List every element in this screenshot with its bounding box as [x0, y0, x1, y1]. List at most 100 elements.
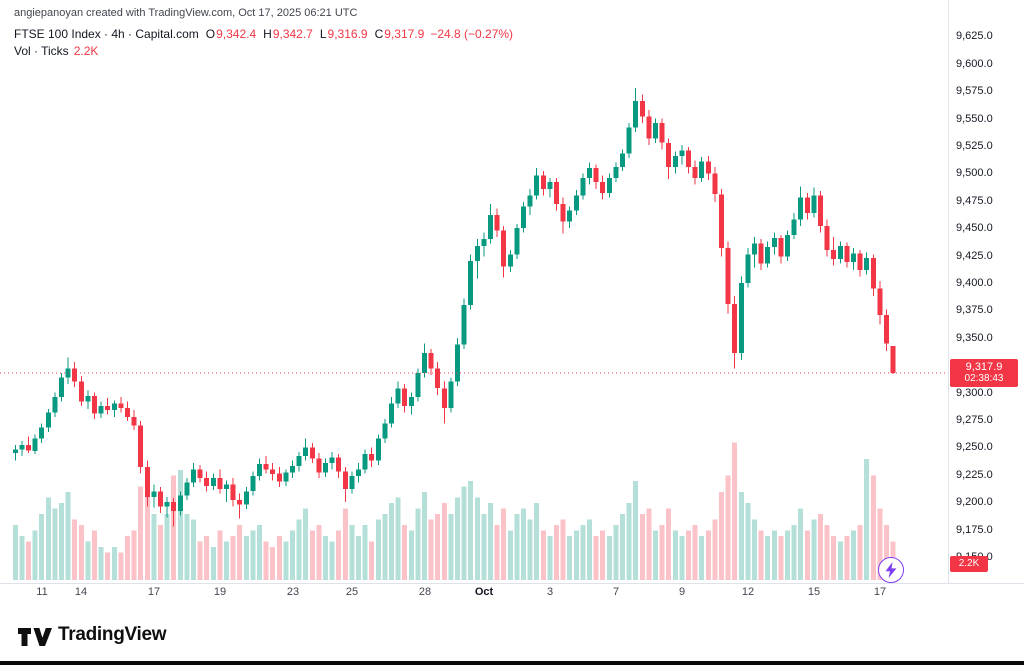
volume-bar — [276, 536, 282, 580]
candle-body — [217, 478, 223, 490]
close-value: 9,317.9 — [384, 27, 425, 41]
candle-body — [237, 500, 243, 505]
candle-body — [356, 469, 361, 476]
price-axis[interactable]: 9,625.0 9,600.0 9,575.0 9,550.0 9,525.0 9,500… — [952, 0, 1022, 583]
volume-bar — [382, 514, 388, 580]
candle-body — [118, 403, 124, 408]
price-axis-label: 9,500.0 — [956, 167, 993, 179]
volume-bar — [369, 541, 375, 580]
volume-bar — [488, 503, 493, 580]
price-axis-label: 9,575.0 — [956, 85, 993, 97]
candle-body — [534, 175, 540, 196]
time-axis-label: 9 — [678, 586, 686, 598]
price-axis-label: 9,425.0 — [956, 250, 993, 262]
candle-body — [26, 445, 31, 451]
candle-body — [646, 116, 652, 139]
volume-bar — [455, 497, 460, 580]
candle-body — [276, 473, 282, 482]
candle-body — [290, 466, 295, 473]
volume-bar — [573, 530, 579, 580]
candle-body — [890, 346, 896, 374]
bottom-border-strip — [0, 661, 1024, 665]
volume-bar — [547, 536, 553, 580]
volume-bar — [646, 508, 652, 580]
candle-body — [613, 166, 619, 178]
volume-bar — [844, 536, 850, 580]
price-axis-label: 9,550.0 — [956, 113, 993, 125]
price-axis-label: 9,175.0 — [956, 524, 993, 536]
time-axis[interactable]: 11 14 17 19 23 25 28 Oct 3 7 9 12 15 17 — [0, 586, 948, 602]
candle-body — [633, 101, 639, 128]
candle-body — [686, 150, 691, 167]
volume-bar — [415, 508, 421, 580]
volume-bar — [283, 541, 289, 580]
candle-body — [59, 377, 64, 397]
time-axis-label: 25 — [345, 586, 359, 598]
candle-body — [455, 344, 460, 382]
volume-bar — [435, 514, 441, 580]
volume-bar — [811, 519, 817, 580]
volume-bar — [263, 541, 269, 580]
volume-bar — [791, 525, 797, 580]
candle-body — [270, 469, 276, 474]
candle-body — [402, 388, 408, 406]
volume-bar — [59, 503, 64, 580]
volume-bar — [831, 536, 837, 580]
candle-body — [791, 219, 797, 235]
tradingview-logo-icon[interactable] — [18, 624, 52, 650]
candle-body — [732, 303, 738, 354]
candle-body — [461, 305, 467, 345]
candle-body — [52, 397, 58, 413]
candle-body — [389, 403, 394, 424]
candle-body — [177, 495, 183, 511]
volume-indicator-label[interactable]: Vol · Ticks — [14, 44, 69, 58]
candle-body — [441, 388, 447, 408]
volume-bar — [527, 519, 533, 580]
volume-bar — [237, 525, 243, 580]
open-label: O — [205, 27, 216, 41]
last-price-badge: 9,317.9 02:38:43 — [950, 359, 1018, 387]
candle-body — [468, 261, 474, 305]
time-axis-label: Oct — [474, 586, 494, 598]
candle-body — [507, 254, 513, 267]
price-axis-label: 9,375.0 — [956, 304, 993, 316]
volume-bar — [732, 442, 738, 580]
candle-body — [428, 353, 434, 369]
symbol-title[interactable]: FTSE 100 Index · 4h · Capital.com — [14, 27, 199, 41]
candle-body — [752, 243, 757, 255]
instant-trading-button[interactable] — [878, 557, 904, 583]
volume-bar — [540, 530, 546, 580]
time-axis-label: 14 — [74, 586, 88, 598]
candle-body — [844, 245, 850, 263]
candle-body — [884, 314, 889, 344]
volume-bar — [600, 530, 606, 580]
volume-bar — [45, 497, 51, 580]
time-axis-label: 23 — [286, 586, 300, 598]
candle-body — [283, 472, 289, 482]
candle-body — [39, 427, 45, 439]
volume-bar — [39, 514, 45, 580]
bar-countdown: 02:38:43 — [964, 373, 1004, 384]
candle-body — [785, 234, 790, 257]
tradingview-wordmark[interactable]: TradingView — [58, 624, 167, 645]
price-axis-separator — [948, 0, 949, 583]
candle-body — [692, 166, 698, 178]
candle-body — [131, 416, 137, 426]
candle-body — [138, 425, 144, 468]
volume-bar — [699, 536, 705, 580]
price-axis-label: 9,525.0 — [956, 140, 993, 152]
time-axis-label: 28 — [418, 586, 432, 598]
candle-body — [877, 288, 883, 315]
volume-bar — [257, 525, 262, 580]
volume-bar — [560, 519, 566, 580]
candle-body — [804, 197, 810, 213]
candle-body — [164, 502, 170, 507]
volume-bar — [356, 536, 361, 580]
volume-bar — [738, 492, 744, 580]
volume-bar — [290, 530, 295, 580]
candle-body — [125, 408, 130, 417]
volume-bar — [870, 475, 876, 580]
high-label: H — [263, 27, 272, 41]
candle-body — [448, 381, 454, 408]
